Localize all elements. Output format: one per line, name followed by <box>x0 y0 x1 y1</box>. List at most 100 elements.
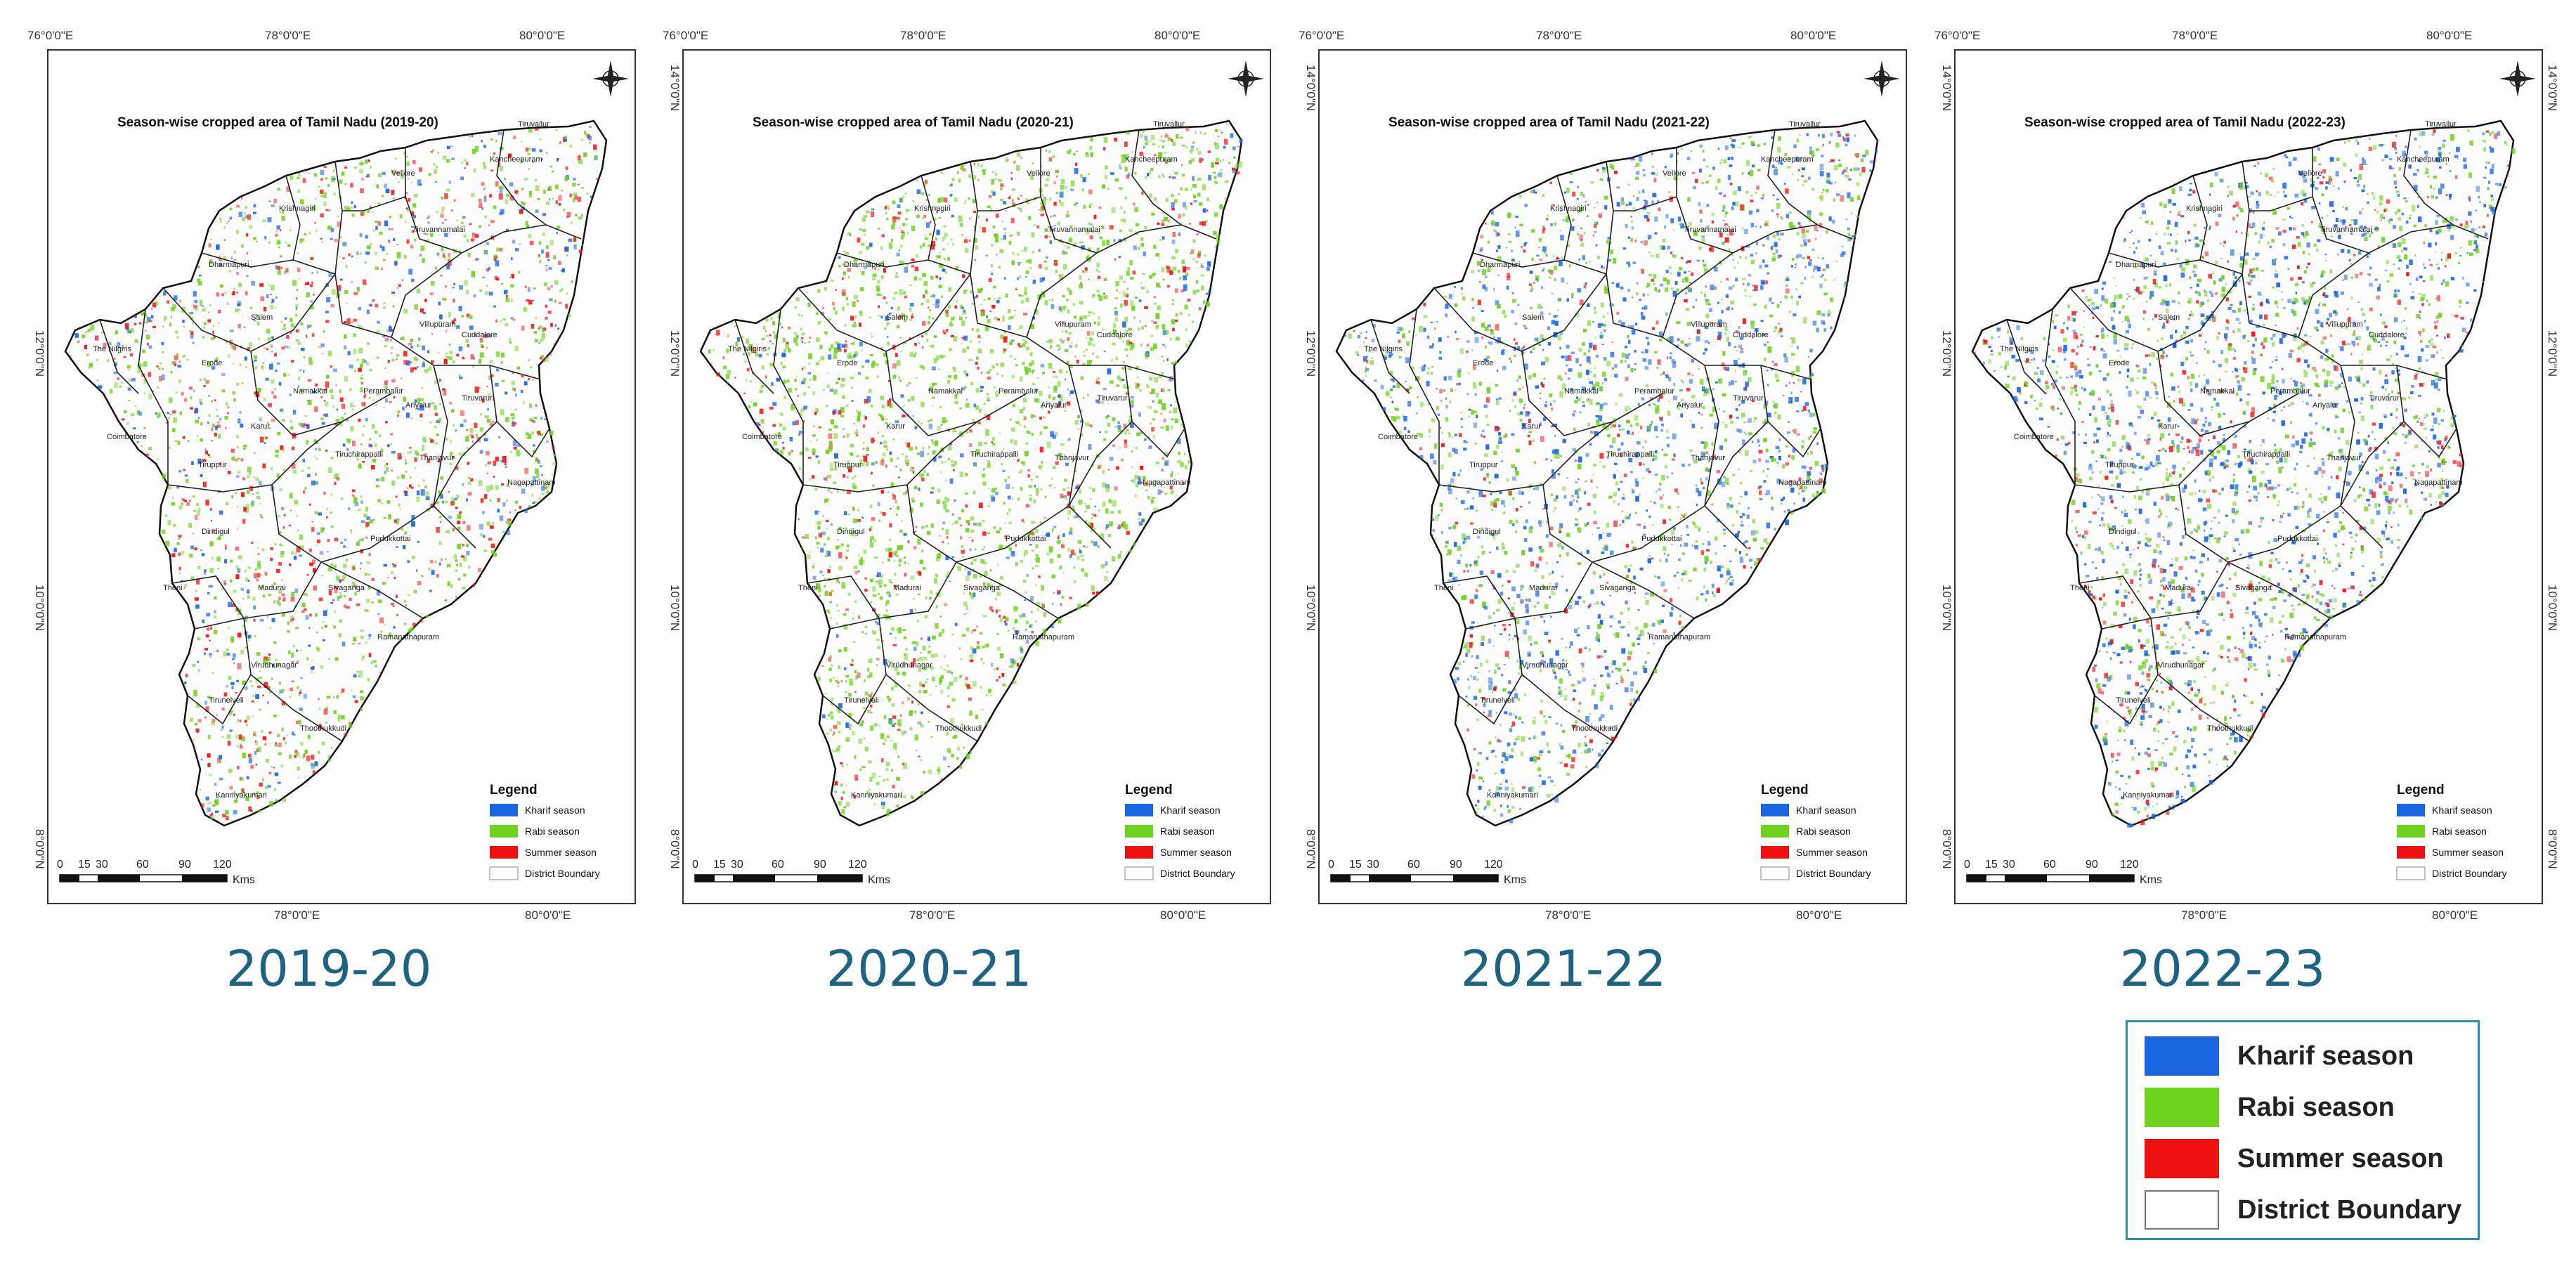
crop-pixel <box>384 624 386 625</box>
crop-pixel <box>303 753 306 757</box>
crop-pixel <box>1088 521 1092 527</box>
crop-pixel <box>880 416 884 422</box>
crop-pixel <box>871 691 873 695</box>
crop-pixel <box>1178 214 1181 219</box>
crop-pixel <box>199 789 201 791</box>
crop-pixel <box>529 418 533 422</box>
crop-pixel <box>801 536 805 539</box>
crop-pixel <box>885 609 888 612</box>
crop-pixel <box>842 263 845 266</box>
crop-pixel <box>368 585 371 589</box>
crop-pixel <box>437 254 440 257</box>
crop-pixel <box>447 256 451 261</box>
crop-pixel <box>502 379 505 382</box>
crop-pixel <box>265 786 268 789</box>
crop-pixel <box>331 289 336 295</box>
crop-pixel <box>1219 129 1221 131</box>
crop-pixel <box>353 497 358 504</box>
crop-pixel <box>408 268 413 275</box>
crop-pixel <box>98 385 103 389</box>
crop-pixel <box>939 252 941 254</box>
district-label: Tiruvarur <box>462 394 493 403</box>
crop-pixel <box>221 725 224 729</box>
crop-pixel <box>904 648 909 651</box>
crop-pixel <box>812 448 816 454</box>
crop-pixel <box>1216 240 1221 245</box>
crop-pixel <box>970 290 972 294</box>
crop-pixel <box>872 484 875 488</box>
crop-pixel <box>894 796 897 799</box>
crop-pixel <box>1179 277 1181 280</box>
crop-pixel <box>923 294 925 299</box>
crop-pixel <box>1192 184 1197 188</box>
crop-pixel <box>415 569 417 572</box>
crop-pixel <box>800 327 803 331</box>
crop-pixel <box>905 586 908 587</box>
crop-pixel <box>276 241 281 245</box>
crop-pixel <box>962 348 966 353</box>
crop-pixel <box>829 678 832 682</box>
crop-pixel <box>326 297 331 303</box>
crop-pixel <box>1010 339 1015 342</box>
crop-pixel <box>291 360 294 363</box>
crop-pixel <box>277 270 281 275</box>
crop-pixel <box>256 240 258 243</box>
crop-pixel <box>762 365 765 370</box>
crop-pixel <box>200 422 203 426</box>
crop-pixel <box>145 330 147 332</box>
crop-pixel <box>488 224 490 226</box>
crop-pixel <box>390 443 392 445</box>
crop-pixel <box>869 658 873 663</box>
crop-pixel <box>183 355 186 357</box>
crop-pixel <box>1019 275 1022 278</box>
crop-pixel <box>1025 442 1029 445</box>
crop-pixel <box>190 717 193 722</box>
crop-pixel <box>1152 497 1155 499</box>
crop-pixel <box>921 335 924 338</box>
crop-pixel <box>1041 199 1046 205</box>
crop-pixel <box>405 207 408 210</box>
crop-pixel <box>833 389 838 395</box>
crop-pixel <box>461 555 465 558</box>
crop-pixel <box>90 324 95 331</box>
crop-pixel <box>1153 321 1157 324</box>
crop-pixel <box>850 663 854 666</box>
crop-pixel <box>1098 207 1102 209</box>
crop-pixel <box>436 574 439 578</box>
crop-pixel <box>268 653 271 656</box>
crop-pixel <box>470 354 474 360</box>
crop-pixel <box>855 578 857 580</box>
crop-pixel <box>902 629 906 632</box>
crop-pixel <box>235 547 240 551</box>
crop-pixel <box>283 514 286 516</box>
crop-pixel <box>507 519 512 521</box>
crop-pixel <box>370 444 373 448</box>
crop-pixel <box>841 582 846 589</box>
crop-pixel <box>457 578 461 581</box>
crop-pixel <box>566 254 568 256</box>
crop-pixel <box>504 322 509 327</box>
crop-pixel <box>371 601 374 604</box>
crop-pixel <box>1051 528 1054 530</box>
map-figure: 76°0'0"E 78°0'0"E 80°0'0"E 78°0'0"E 80°0… <box>663 29 1271 922</box>
crop-pixel <box>323 400 326 402</box>
crop-pixel <box>881 802 885 806</box>
crop-pixel <box>571 221 573 224</box>
crop-pixel <box>128 369 130 371</box>
crop-pixel <box>932 405 934 407</box>
crop-pixel <box>350 183 354 188</box>
crop-pixel <box>845 556 848 559</box>
crop-pixel <box>193 304 195 306</box>
crop-pixel <box>369 519 374 523</box>
crop-pixel <box>445 330 448 332</box>
crop-pixel <box>359 233 363 237</box>
crop-pixel <box>776 448 779 453</box>
crop-pixel <box>983 582 986 586</box>
crop-pixel <box>897 476 901 478</box>
crop-pixel <box>1000 363 1005 367</box>
crop-pixel <box>290 318 293 322</box>
crop-pixel <box>888 700 890 703</box>
crop-pixel <box>876 615 880 619</box>
crop-pixel <box>963 335 968 341</box>
crop-pixel <box>755 422 760 426</box>
